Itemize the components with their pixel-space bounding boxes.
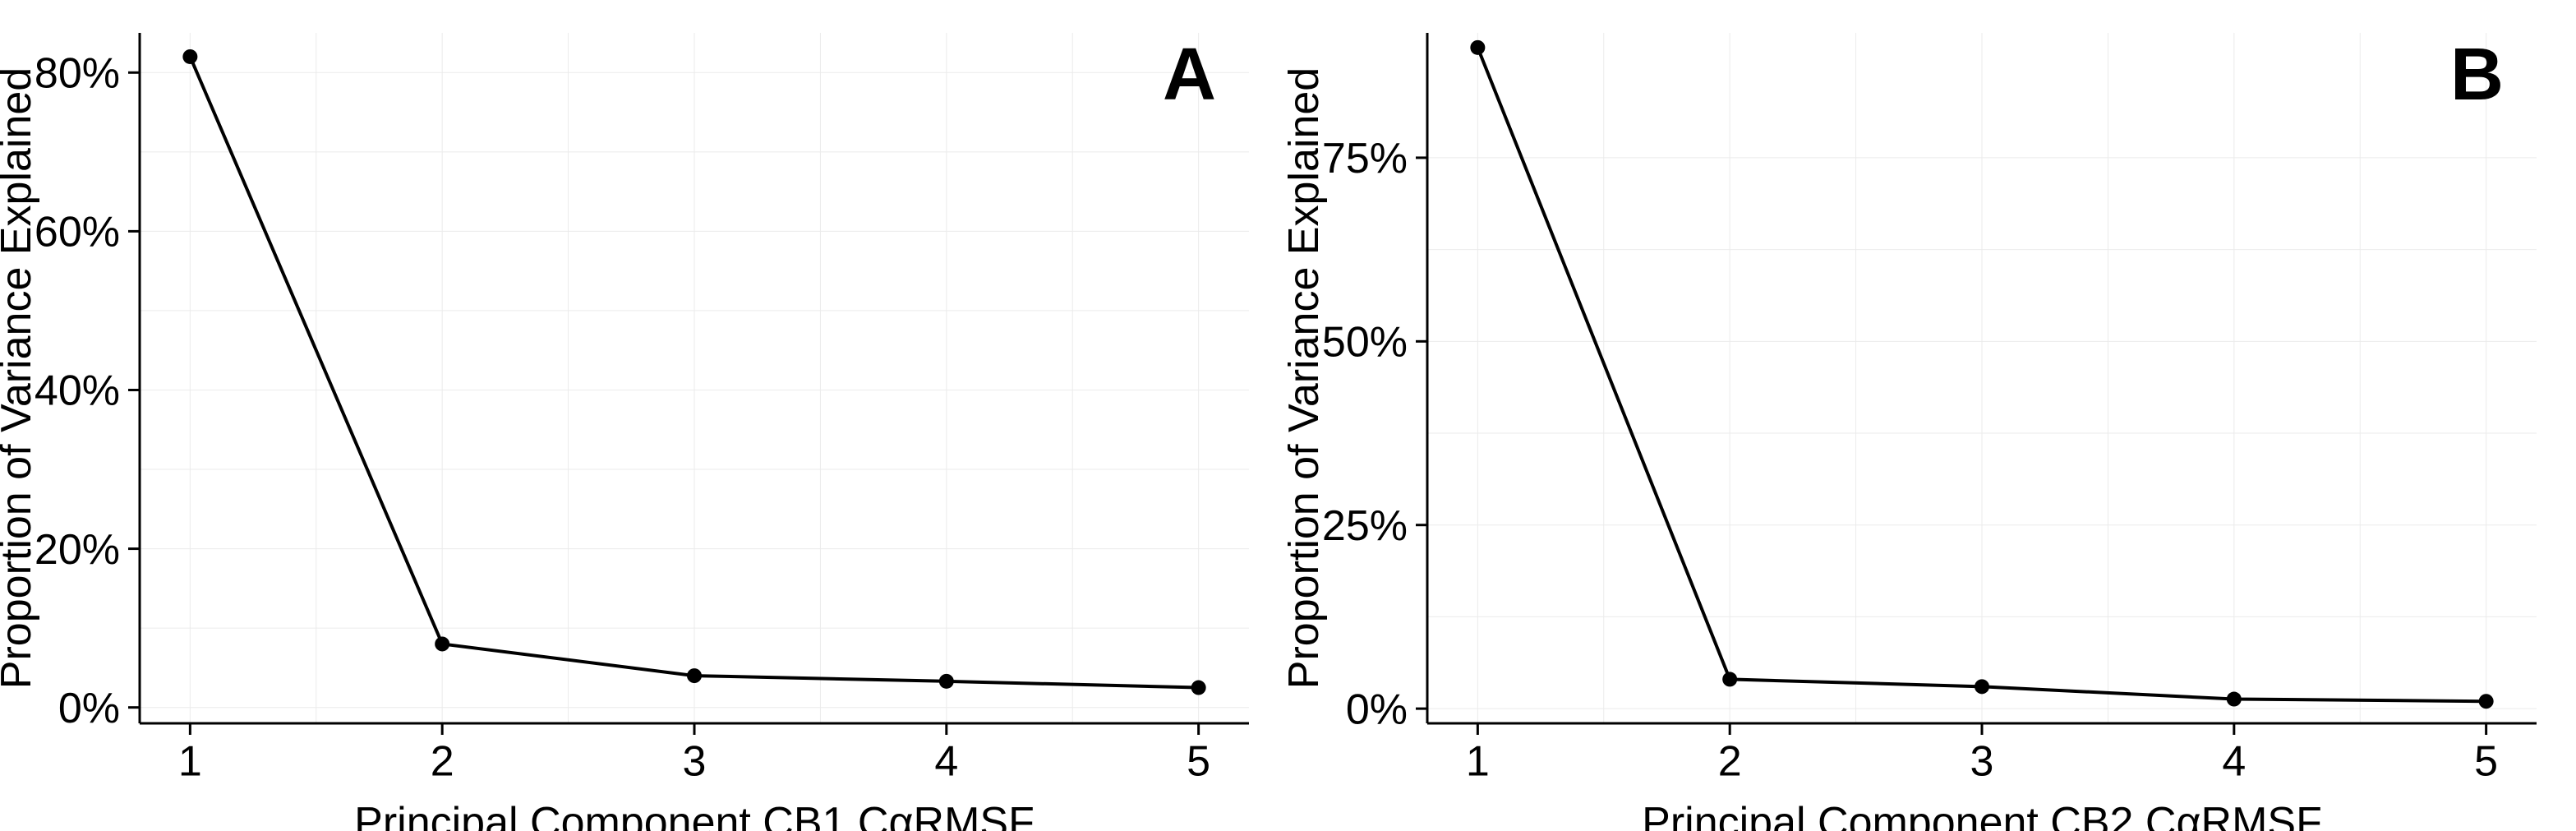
- y-tick-label: 75%: [1322, 135, 1408, 182]
- ticks: 1 2 3 4 5 0% 20% 40% 60% 80%: [35, 49, 1210, 785]
- data-point: [687, 668, 702, 683]
- x-tick-label: 1: [1466, 737, 1490, 785]
- x-tick-label: 4: [934, 737, 958, 785]
- data-point: [1722, 672, 1737, 686]
- y-tick-label: 40%: [35, 367, 120, 415]
- y-tick-label: 80%: [35, 49, 120, 97]
- grid: [140, 33, 1249, 723]
- y-tick-label: 25%: [1322, 502, 1408, 550]
- y-tick-label: 0%: [58, 685, 120, 732]
- figure-container: 123450%20%40%60%80%Principal Component C…: [0, 0, 2576, 831]
- x-tick-label: 2: [1718, 737, 1742, 785]
- x-tick-label: 5: [2474, 737, 2498, 785]
- y-axis-label: Proportion of Variance Explained: [1288, 67, 1328, 689]
- x-tick-label: 3: [1970, 737, 1994, 785]
- y-tick-label: 60%: [35, 209, 120, 256]
- y-tick-label: 50%: [1322, 319, 1408, 367]
- x-tick-label: 3: [683, 737, 707, 785]
- data-point: [2479, 694, 2494, 709]
- y-tick-label: 20%: [35, 526, 120, 574]
- panel-label: B: [2450, 34, 2504, 116]
- ticks: 123450%25%50%75%: [1322, 135, 2498, 785]
- panel-label: A: [1163, 34, 1216, 116]
- panel-a: 1 2 3 4 5 0% 20% 40% 60% 80% Principal Component C…: [0, 0, 1288, 831]
- data-point: [2227, 692, 2242, 707]
- x-axis-label: Principal Component CB1 CαRMSF: [354, 799, 1035, 831]
- y-axis-label: Proportion of Variance Explained: [0, 67, 40, 689]
- y-tick-label: 0%: [1346, 686, 1408, 733]
- data-point: [182, 49, 197, 64]
- x-tick-label: 4: [2222, 737, 2246, 785]
- data-point: [1191, 681, 1206, 695]
- panel-b: 123450%25%50%75%Principal Component CB2 …: [1288, 0, 2576, 831]
- x-tick-label: 5: [1187, 737, 1210, 785]
- x-tick-label: 2: [431, 737, 454, 785]
- chart-svg-a: 1 2 3 4 5 0% 20% 40% 60% 80% Principal Component C…: [0, 0, 1288, 831]
- x-axis-label: Principal Component CB2 CαRMSF: [1642, 799, 2322, 831]
- data-point: [435, 636, 449, 651]
- chart-svg-b: 123450%25%50%75%Principal Component CB2 …: [1288, 0, 2576, 831]
- x-tick-label: 1: [178, 737, 202, 785]
- data-point: [1470, 40, 1485, 55]
- grid: [1427, 33, 2537, 723]
- data-point: [939, 674, 954, 689]
- data-point: [1975, 679, 1989, 694]
